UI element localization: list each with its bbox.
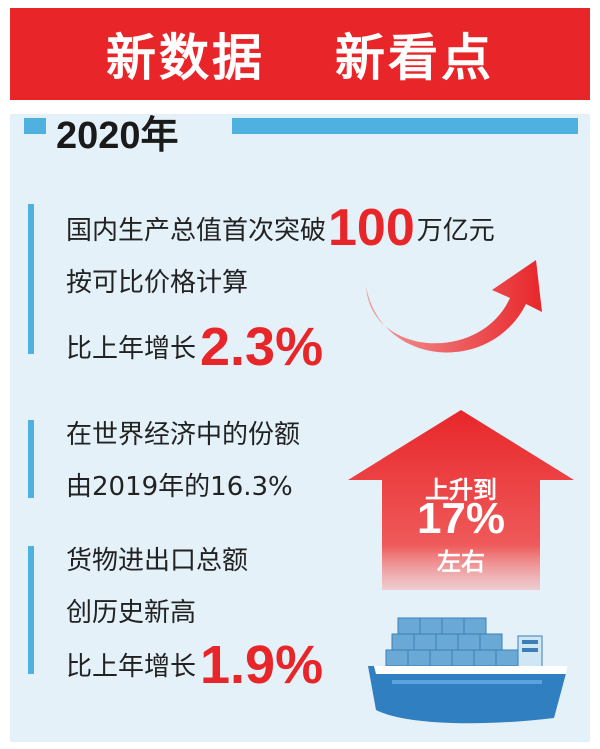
share-sideline xyxy=(28,420,34,498)
curved-up-arrow-icon xyxy=(366,260,542,353)
gdp-sideline xyxy=(28,204,34,354)
gdp-growth-value: 2.3% xyxy=(200,317,324,377)
gdp-line-3-prefix: 比上年增长 xyxy=(66,334,197,364)
trade-growth-value: 1.9% xyxy=(200,635,324,695)
banner-title-left: 新数据 xyxy=(106,29,265,87)
share-line-2: 由2019年的16.3% xyxy=(66,472,293,502)
up-arrow-icon xyxy=(348,410,574,590)
trade-line-3: 比上年增长1.9% xyxy=(66,634,323,696)
title-banner: 新数据 新看点 xyxy=(10,8,590,100)
gdp-line-1-suffix: 万亿元 xyxy=(416,216,495,246)
arrow-label-top: 上升到 xyxy=(425,476,497,504)
gdp-line-1: 国内生产总值首次突破100万亿元 xyxy=(66,198,495,258)
trade-line-2: 创历史新高 xyxy=(66,598,197,628)
trade-sideline xyxy=(28,546,34,674)
banner-title-right: 新看点 xyxy=(335,29,494,87)
trade-line-1: 货物进出口总额 xyxy=(66,546,249,576)
cargo-ship-icon xyxy=(368,617,568,724)
arrow-label-bottom: 左右 xyxy=(437,548,485,576)
gdp-value-100: 100 xyxy=(328,199,415,257)
year-bar-right xyxy=(232,118,578,134)
arrow-value: 17% xyxy=(416,494,506,543)
trade-line-3-prefix: 比上年增长 xyxy=(66,652,197,682)
gdp-line-3: 比上年增长2.3% xyxy=(66,316,323,378)
gdp-line-2: 按可比价格计算 xyxy=(66,268,249,298)
year-bar-left xyxy=(24,118,46,134)
share-line-1: 在世界经济中的份额 xyxy=(66,420,301,450)
year-heading: 2020年 xyxy=(56,115,179,157)
gdp-line-1-prefix: 国内生产总值首次突破 xyxy=(66,216,327,246)
